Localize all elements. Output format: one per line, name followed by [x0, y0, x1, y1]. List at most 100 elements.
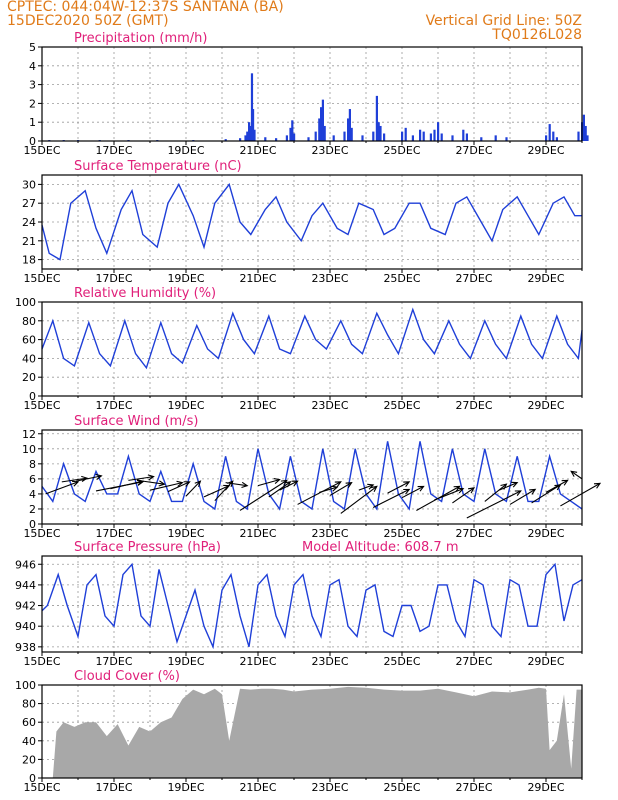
humidity-ytick-label: 60 [22, 334, 36, 347]
wind-arrow [531, 484, 561, 504]
wind-arrow-head [370, 485, 378, 492]
wind-arrow-head [158, 480, 166, 487]
wind-xtick-label: 29DEC [527, 527, 564, 540]
wind-arrow [509, 488, 536, 505]
precip-bar [343, 131, 346, 141]
precip-bar [548, 124, 551, 141]
temperature-xtick-label: 29DEC [527, 272, 564, 285]
temperature-ytick-label: 27 [22, 197, 36, 210]
precip-bar [555, 137, 558, 141]
header-grid-note: Vertical Grid Line: 50Z [425, 13, 582, 29]
wind-arrow [545, 479, 568, 493]
precip-bar [246, 131, 249, 141]
wind-arrow-head [561, 479, 569, 486]
precip-bar [289, 127, 292, 141]
humidity-ytick-label: 40 [22, 352, 36, 365]
humidity-xtick-label: 29DEC [527, 399, 564, 412]
precipitation-ytick-label: 1 [29, 116, 36, 129]
wind-arrow [387, 481, 410, 494]
temperature-xtick-label: 15DEC [23, 272, 60, 285]
precip-bar [253, 129, 256, 141]
wind-arrow [185, 480, 201, 497]
wind-arrow [570, 470, 583, 480]
wind-arrow-head [511, 481, 519, 488]
precip-bar [586, 135, 589, 141]
wind-ytick-label: 6 [29, 473, 36, 486]
wind-arrow-head [81, 475, 89, 482]
precipitation-xtick-label: 27DEC [455, 144, 492, 157]
temperature-ytick-label: 24 [22, 216, 36, 229]
wind-xtick-label: 17DEC [95, 527, 132, 540]
wind-arrow [203, 485, 230, 498]
header-model-code: TQ0126L028 [492, 27, 582, 43]
precip-bar [383, 133, 386, 141]
precip-bar [480, 137, 483, 141]
humidity-xtick-label: 25DEC [383, 399, 420, 412]
precip-bar [348, 109, 351, 141]
wind-arrow [142, 480, 165, 485]
cloud-xtick-label: 19DEC [167, 781, 204, 794]
precip-bar [462, 129, 465, 141]
wind-arrow [401, 485, 424, 499]
precipitation-xtick-label: 17DEC [95, 144, 132, 157]
precip-bar [584, 125, 587, 141]
wind-arrow-head [367, 483, 375, 490]
temperature-ytick-label: 18 [22, 254, 36, 267]
humidity-xtick-label: 19DEC [167, 399, 204, 412]
header-station: CPTEC: 044:04W-12:37S SANTANA (BA) [7, 0, 284, 15]
cloud-area [42, 686, 582, 778]
precip-bar [545, 135, 548, 141]
precip-bar [264, 137, 267, 141]
wind-xtick-label: 19DEC [167, 527, 204, 540]
precipitation-ytick-label: 3 [29, 79, 36, 92]
cloud-frame [41, 684, 583, 779]
wind-arrow [498, 482, 518, 491]
wind-ytick-label: 0 [29, 518, 36, 531]
humidity-ytick-label: 80 [22, 315, 36, 328]
precip-bar [375, 95, 378, 141]
pressure-ytick-label: 938 [15, 641, 36, 654]
pressure-xtick-label: 27DEC [455, 655, 492, 668]
precip-bar [411, 135, 414, 141]
wind-arrow [340, 485, 378, 514]
precip-bar [347, 118, 350, 141]
precip-bar [379, 125, 382, 141]
precip-bar [250, 73, 254, 141]
wind-arrow-head [194, 480, 202, 488]
wind-title: Surface Wind (m/s) [74, 414, 198, 429]
wind-arrow-head [403, 488, 411, 495]
humidity-xtick-label: 15DEC [23, 399, 60, 412]
humidity-xtick-label: 21DEC [239, 399, 276, 412]
pressure-ytick-label: 940 [15, 620, 36, 633]
wind-xtick-label: 15DEC [23, 527, 60, 540]
cloud-xtick-label: 17DEC [95, 781, 132, 794]
precipitation-ytick-label: 4 [29, 60, 36, 73]
wind-arrow [149, 482, 183, 491]
pressure-xtick-label: 19DEC [167, 655, 204, 668]
humidity-ytick-label: 0 [29, 390, 36, 403]
pressure-ytick-label: 946 [15, 558, 36, 571]
precipitation-xtick-label: 29DEC [527, 144, 564, 157]
wind-xtick-label: 21DEC [239, 527, 276, 540]
temperature-xtick-label: 27DEC [455, 272, 492, 285]
wind-arrow [560, 482, 601, 507]
wind-ytick-label: 8 [29, 458, 36, 471]
precip-bar [429, 133, 432, 141]
cloud-ytick-label: 20 [22, 753, 36, 766]
humidity-frame [41, 301, 583, 397]
temperature-xtick-label: 17DEC [95, 272, 132, 285]
wind-arrow-head [95, 473, 103, 480]
wind-arrow-head [457, 487, 465, 494]
precip-bar [275, 138, 278, 141]
precip-bar [314, 131, 317, 141]
wind-ytick-label: 10 [22, 443, 36, 456]
pressure-ytick-label: 942 [15, 600, 36, 613]
cloud-xtick-label: 25DEC [383, 781, 420, 794]
precipitation-ytick-label: 5 [29, 41, 36, 54]
wind-arrow-head [291, 480, 299, 487]
cloud-xtick-label: 29DEC [527, 781, 564, 794]
wind-arrow-head [417, 485, 425, 492]
wind-arrow [484, 483, 507, 502]
precip-bar [239, 138, 242, 141]
